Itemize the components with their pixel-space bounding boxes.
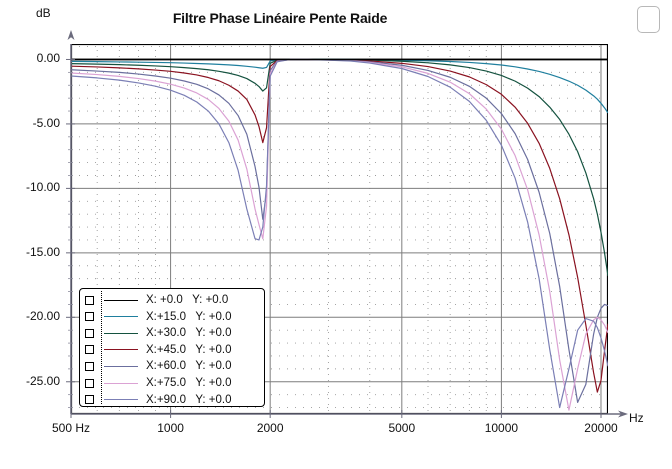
legend-checkbox-2[interactable] (85, 328, 94, 338)
y-axis-unit-label: dB (36, 6, 51, 20)
page-title: Filtre Phase Linéaire Pente Raide (172, 10, 388, 26)
corner-widget-icon[interactable] (637, 6, 660, 33)
x-tick-label-5: 20000 (584, 421, 618, 435)
series-line-1 (71, 58, 608, 114)
legend-checkbox-6[interactable] (85, 395, 94, 405)
legend-checkbox-column (83, 291, 102, 404)
legend-item[interactable]: X:+15.0 Y: +0.0 (83, 309, 261, 325)
legend-item[interactable]: X:+60.0 Y: +0.0 (83, 358, 261, 374)
y-tick-label-2: -10.00 (25, 180, 60, 195)
legend-item[interactable]: X: +0.0 Y: +0.0 (83, 292, 261, 308)
legend-item[interactable]: X:+45.0 Y: +0.0 (83, 342, 261, 358)
legend-item[interactable]: X:+30.0 Y: +0.0 (83, 325, 261, 341)
legend-checkbox-5[interactable] (85, 378, 94, 388)
legend-color-swatch-6 (104, 399, 138, 401)
legend-label-6: X:+90.0 Y: +0.0 (146, 393, 232, 406)
legend-item[interactable]: X:+75.0 Y: +0.0 (83, 375, 261, 391)
legend-item[interactable]: X:+90.0 Y: +0.0 (83, 392, 261, 408)
legend-checkbox-0[interactable] (85, 295, 94, 305)
legend-checkbox-1[interactable] (85, 312, 94, 322)
y-tick-label-1: -5.00 (32, 115, 60, 130)
y-tick-label-3: -15.00 (25, 244, 60, 259)
x-tick-label-2: 2000 (256, 421, 284, 435)
legend-color-swatch-2 (104, 332, 138, 334)
legend-checkbox-3[interactable] (85, 345, 94, 355)
x-tick-label-0: 500 Hz (51, 421, 91, 435)
x-tick-label-1: 1000 (157, 421, 184, 435)
x-tick-label-3: 5000 (388, 421, 416, 435)
legend-color-swatch-4 (104, 365, 138, 367)
x-tick-label-4: 10000 (484, 421, 519, 435)
legend-inner: X: +0.0 Y: +0.0 X:+15.0 Y: +0.0 X:+30.0 Y:… (83, 291, 261, 406)
legend-color-swatch-3 (104, 349, 138, 351)
y-tick-label-0: 0.00 (36, 51, 60, 66)
legend-checkbox-4[interactable] (85, 361, 94, 371)
x-axis-unit-label: Hz (629, 411, 644, 425)
legend-label-0: X: +0.0 Y: +0.0 (146, 294, 229, 306)
legend-label-2: X:+30.0 Y: +0.0 (146, 327, 232, 340)
legend-color-swatch-5 (104, 382, 138, 384)
legend-label-3: X:+45.0 Y: +0.0 (146, 343, 232, 356)
legend-color-swatch-0 (104, 299, 138, 301)
legend[interactable]: X: +0.0 Y: +0.0 X:+15.0 Y: +0.0 X:+30.0 Y:… (79, 288, 265, 407)
legend-label-4: X:+60.0 Y: +0.0 (146, 360, 232, 373)
legend-label-5: X:+75.0 Y: +0.0 (146, 377, 232, 389)
series-line-2 (71, 58, 608, 277)
y-tick-label-5: -25.00 (25, 373, 60, 388)
legend-color-swatch-1 (104, 316, 138, 318)
legend-label-1: X:+15.0 Y: +0.0 (146, 310, 232, 323)
y-tick-label-4: -20.00 (25, 309, 60, 324)
